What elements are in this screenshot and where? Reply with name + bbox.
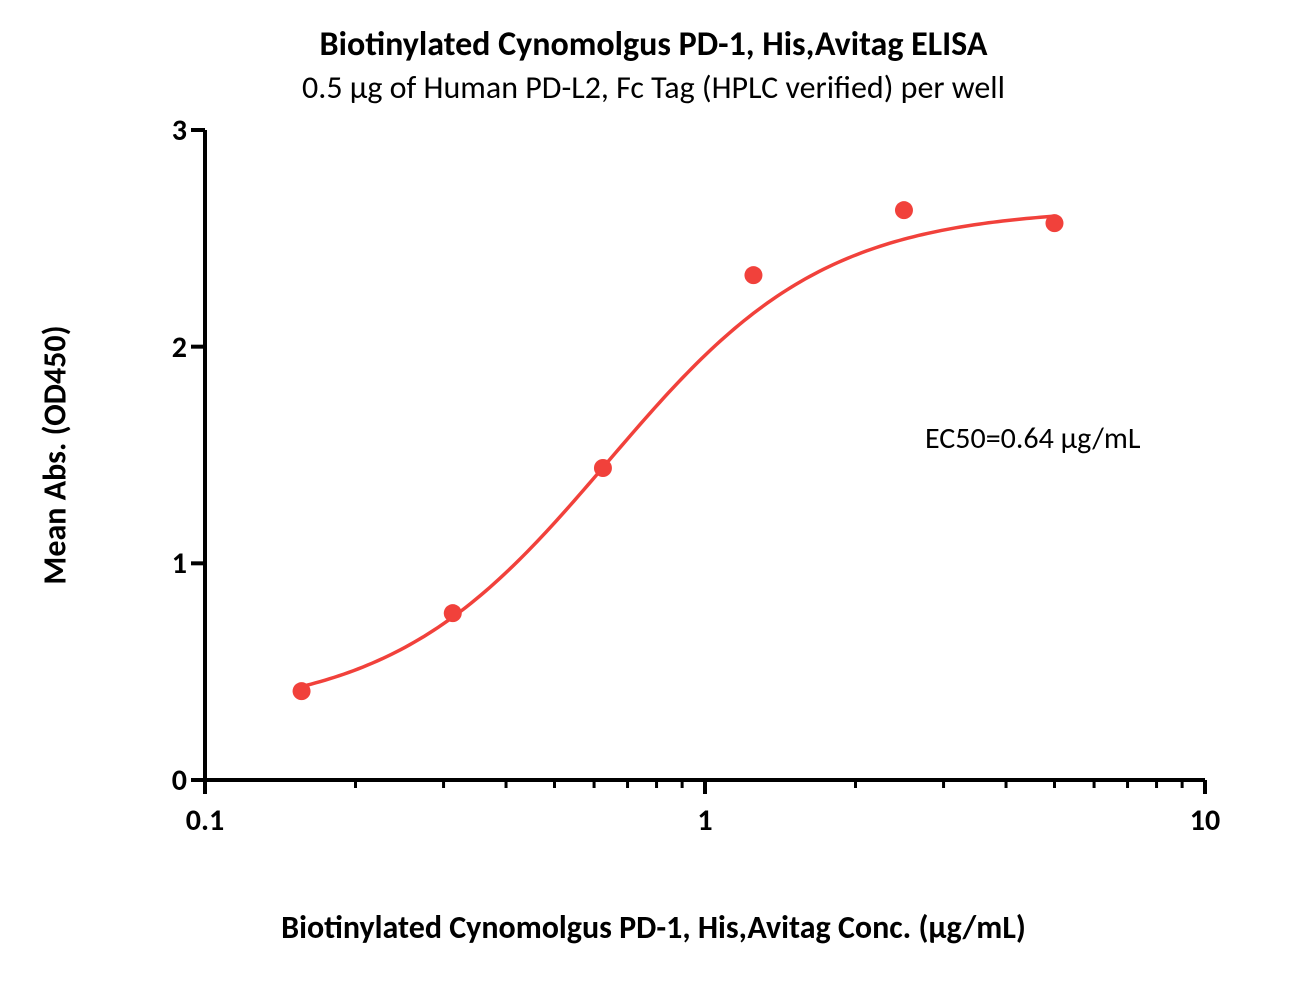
- chart-subtitle: 0.5 µg of Human PD-L2, Fc Tag (HPLC veri…: [0, 68, 1307, 107]
- x-tick-label: 1: [665, 802, 745, 839]
- data-point: [1045, 214, 1063, 232]
- x-tick-label: 0.1: [165, 802, 245, 839]
- y-axis-label: Mean Abs. (OD450): [36, 325, 75, 584]
- data-point: [895, 201, 913, 219]
- y-tick-label: 0: [137, 762, 187, 799]
- data-point: [444, 604, 462, 622]
- x-axis-label: Biotinylated Cynomolgus PD-1, His,Avitag…: [0, 908, 1307, 947]
- data-point: [293, 682, 311, 700]
- chart-title: Biotinylated Cynomolgus PD-1, His,Avitag…: [0, 24, 1307, 65]
- chart-canvas: Biotinylated Cynomolgus PD-1, His,Avitag…: [0, 0, 1307, 981]
- x-tick-label: 10: [1165, 802, 1245, 839]
- data-point: [744, 266, 762, 284]
- y-tick-label: 1: [137, 545, 187, 582]
- data-point: [594, 459, 612, 477]
- y-tick-label: 2: [137, 329, 187, 366]
- y-tick-label: 3: [137, 112, 187, 149]
- ec50-annotation: EC50=0.64 µg/mL: [925, 420, 1140, 457]
